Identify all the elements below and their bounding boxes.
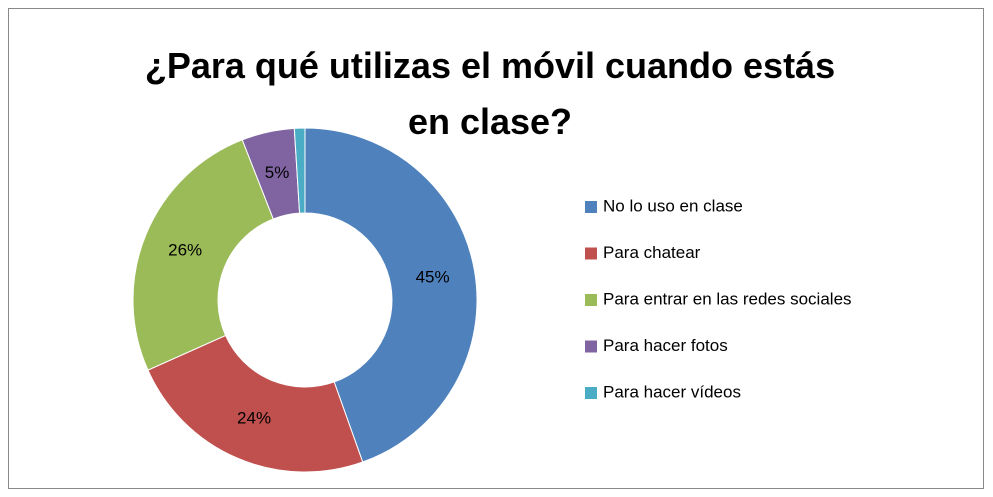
chart-title: ¿Para qué utilizas el móvil cuando estás…	[144, 45, 836, 142]
donut-slice	[293, 127, 306, 214]
donut-slice	[304, 127, 478, 463]
donut-slice	[147, 334, 364, 473]
data-label: 5%	[265, 163, 290, 182]
data-label: 24%	[237, 409, 271, 428]
legend-swatch	[585, 294, 597, 306]
data-label: 26%	[168, 240, 202, 259]
donut-slice	[132, 139, 274, 371]
legend-swatch	[585, 247, 597, 260]
legend-label: Para entrar en las redes sociales	[603, 289, 852, 308]
legend-label: No lo uso en clase	[603, 196, 743, 215]
legend-swatch	[585, 387, 597, 399]
data-label: 45%	[416, 267, 450, 286]
legend-label: Para hacer fotos	[603, 336, 728, 355]
legend-swatch	[585, 340, 597, 353]
legend-label: Para hacer vídeos	[603, 382, 741, 401]
legend-label: Para chatear	[603, 243, 701, 262]
legend-swatch	[585, 201, 597, 213]
